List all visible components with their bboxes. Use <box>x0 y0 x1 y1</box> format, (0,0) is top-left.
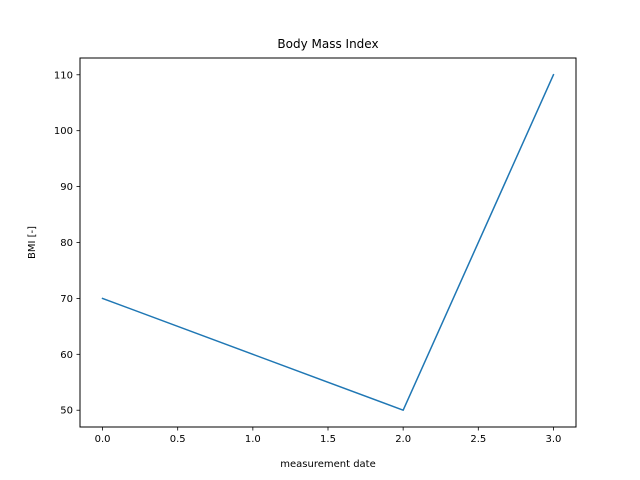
y-tick-label: 50 <box>60 406 73 417</box>
y-axis-label: BMI [-] <box>27 226 38 259</box>
x-tick-label: 2.0 <box>395 434 411 445</box>
x-axis-ticks: 0.0 0.5 1.0 1.5 2.0 2.5 3.0 <box>95 427 562 445</box>
x-axis-label: measurement date <box>280 459 376 470</box>
y-tick-label: 80 <box>60 238 73 249</box>
y-tick-label: 110 <box>54 70 73 81</box>
chart-title: Body Mass Index <box>277 37 378 51</box>
x-tick-label: 1.0 <box>245 434 261 445</box>
x-tick-label: 1.5 <box>320 434 336 445</box>
x-tick-label: 2.5 <box>470 434 486 445</box>
x-tick-label: 0.0 <box>95 434 111 445</box>
y-tick-label: 60 <box>60 350 73 361</box>
x-tick-label: 3.0 <box>546 434 562 445</box>
y-tick-label: 100 <box>54 126 73 137</box>
y-axis-ticks: 50 60 70 80 90 100 110 <box>54 70 80 417</box>
y-tick-label: 90 <box>60 182 73 193</box>
plot-marks <box>101 73 555 411</box>
y-tick-label: 70 <box>60 294 73 305</box>
x-tick-label: 0.5 <box>170 434 186 445</box>
series-line-1 <box>101 73 555 411</box>
